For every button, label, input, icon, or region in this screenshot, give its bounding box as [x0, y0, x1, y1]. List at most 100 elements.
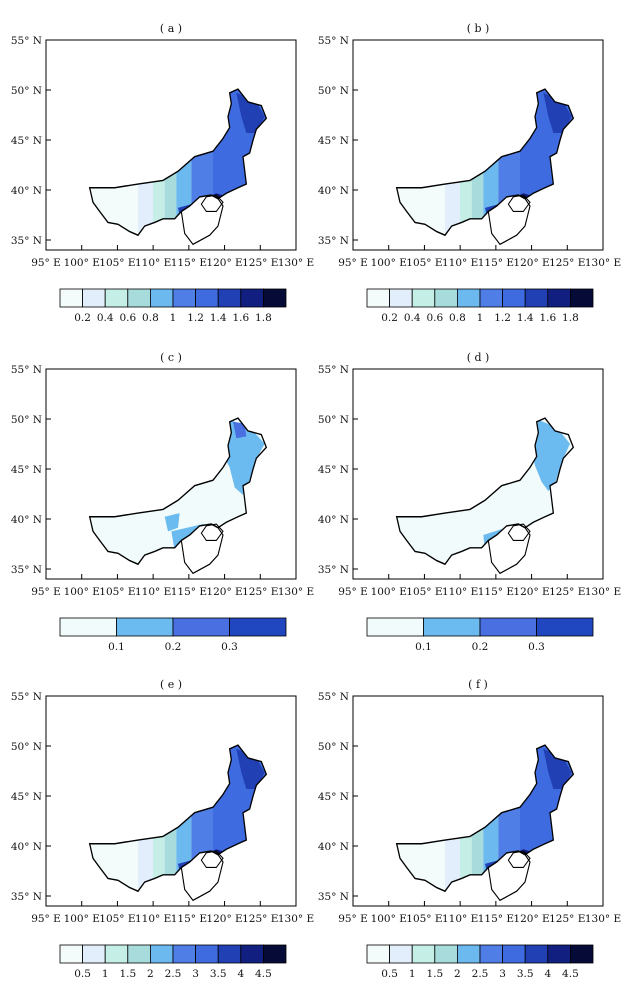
colorbar-tick-label: 1 [477, 312, 484, 324]
lon-tick-label: 125° E [549, 913, 585, 925]
map-panel-d: ( d ) 35° N 40° N 45° N 50° N 55° N 95° E 100° … [318, 351, 621, 598]
colorbar-tick-label: 4 [544, 968, 551, 980]
lat-tick-label: 50° N [318, 414, 349, 426]
colorbar-tick-label: 0.8 [449, 312, 466, 324]
colorbar-tick-label: 1.2 [187, 312, 204, 324]
colorbar-tick-label: 1.8 [562, 312, 579, 324]
lon-tick-label: 105° E [406, 913, 442, 925]
lon-tick-label: 115° E [171, 913, 207, 925]
lon-tick-label: 105° E [99, 913, 135, 925]
lon-tick-label: 110° E [135, 586, 171, 598]
colorbar-swatch [524, 944, 549, 964]
lat-tick-label: 45° N [11, 464, 42, 476]
lon-tick-label: 100° E [371, 913, 407, 925]
colorbar-tick-label: 1.4 [210, 312, 227, 324]
lon-tick-label: 105° E [406, 257, 442, 269]
lat-tick-label: 35° N [318, 564, 349, 576]
lat-tick-label: 50° N [11, 741, 42, 753]
colorbar-swatch [366, 944, 391, 964]
colorbar-tick-label: 1.5 [426, 968, 443, 980]
lon-tick-label: 105° E [406, 586, 442, 598]
lon-tick-label: 120° E [513, 257, 549, 269]
lon-tick-label: 130° E [278, 913, 314, 925]
lon-tick-label: 120° E [513, 586, 549, 598]
colorbar-swatch [82, 944, 106, 964]
lon-tick-label: 110° E [442, 257, 478, 269]
colorbar-swatch [172, 944, 197, 964]
colorbar-tick-label: 0.2 [74, 312, 91, 324]
colorbar-tick-label: 0.8 [142, 312, 159, 324]
lat-tick-label: 50° N [318, 85, 349, 97]
lon-tick-label: 130° E [585, 913, 621, 925]
colorbar-swatch [116, 617, 174, 637]
lon-tick-label: 125° E [549, 586, 585, 598]
colorbar-tick-label: 1.6 [232, 312, 249, 324]
lon-tick-label: 95° E [31, 913, 61, 925]
lon-tick-label: 95° E [31, 257, 61, 269]
colorbar: 0.1 0.2 0.3 [366, 617, 594, 653]
colorbar-swatch [104, 944, 129, 964]
lon-tick-label: 95° E [31, 586, 61, 598]
lon-tick-label: 115° E [478, 913, 514, 925]
colorbar-swatch [59, 288, 84, 308]
lon-tick-label: 105° E [99, 257, 135, 269]
city-border [200, 523, 224, 542]
lon-tick-label: 115° E [171, 586, 207, 598]
colorbar-swatch [411, 288, 436, 308]
colorbar-tick-label: 0.6 [426, 312, 443, 324]
map-panel-c: ( c ) 35° N 40° N 45° N 50° N 55° N 95° E 100° … [11, 351, 314, 598]
colorbar-swatch [172, 288, 197, 308]
colorbar-swatch [411, 944, 436, 964]
colorbar-tick-label: 2.5 [472, 968, 489, 980]
panel-label: ( b ) [467, 22, 490, 35]
colorbar-swatch [479, 617, 537, 637]
colorbar-swatch [127, 288, 151, 308]
lon-tick-label: 115° E [171, 257, 207, 269]
colorbar-swatch [547, 944, 571, 964]
colorbar-swatch [434, 288, 458, 308]
lat-tick-label: 40° N [318, 841, 349, 853]
colorbar-tick-label: 3.5 [517, 968, 534, 980]
lat-tick-label: 40° N [318, 514, 349, 526]
colorbar-tick-label: 1.5 [119, 968, 136, 980]
colorbar-swatch [479, 944, 504, 964]
map-panel-e: ( e ) 35° N 40° N 45° N 50° N 55° N 95° E 100° … [11, 678, 314, 925]
lon-tick-label: 130° E [278, 586, 314, 598]
city-border [507, 523, 531, 542]
city-border [200, 850, 224, 869]
lon-tick-label: 95° E [338, 913, 368, 925]
lat-tick-label: 35° N [11, 891, 42, 903]
province-border [180, 523, 224, 575]
lon-tick-label: 100° E [371, 586, 407, 598]
colorbar: 0.1 0.2 0.3 [59, 617, 287, 653]
lon-tick-label: 115° E [478, 257, 514, 269]
colorbar-swatch [366, 617, 424, 637]
lat-tick-label: 55° N [11, 691, 42, 703]
colorbar-swatch [434, 944, 458, 964]
colorbar-tick-label: 0.3 [221, 641, 238, 653]
colorbar-tick-label: 0.5 [74, 968, 91, 980]
colorbar-swatch [524, 288, 549, 308]
map-panel-b: ( b ) 35° N 40° N 45° N 50° N 55° N 95° E 100° … [318, 22, 621, 269]
colorbar-tick-label: 0.1 [108, 641, 125, 653]
colorbar-swatch [262, 288, 287, 308]
colorbar-tick-label: 4.5 [562, 968, 579, 980]
colorbar: 0.2 0.4 0.6 0.8 1 1.2 1.4 1.6 1.8 [366, 288, 594, 324]
panel-label: ( d ) [467, 351, 490, 364]
lat-tick-label: 35° N [11, 235, 42, 247]
map-panel-f: ( f ) 35° N 40° N 45° N 50° N 55° N 95° E 100° … [318, 678, 621, 925]
lon-tick-label: 110° E [135, 913, 171, 925]
map-panel-a: ( a ) 35° N 40° N 45° N 50° N 55° N 95° E 100° … [11, 22, 314, 269]
colorbar-swatch [149, 944, 174, 964]
lon-tick-label: 120° E [206, 586, 242, 598]
lon-tick-label: 125° E [242, 913, 278, 925]
colorbar-tick-label: 0.1 [415, 641, 432, 653]
colorbar-tick-label: 0.5 [381, 968, 398, 980]
lon-tick-label: 100° E [64, 913, 100, 925]
province-border [487, 523, 531, 575]
colorbar-tick-label: 1 [102, 968, 109, 980]
colorbar-swatch [570, 944, 594, 964]
colorbar: 0.5 1 1.5 2 2.5 3 3.5 4 4.5 [366, 944, 594, 980]
colorbar-tick-label: 4 [237, 968, 244, 980]
lat-tick-label: 35° N [318, 235, 349, 247]
